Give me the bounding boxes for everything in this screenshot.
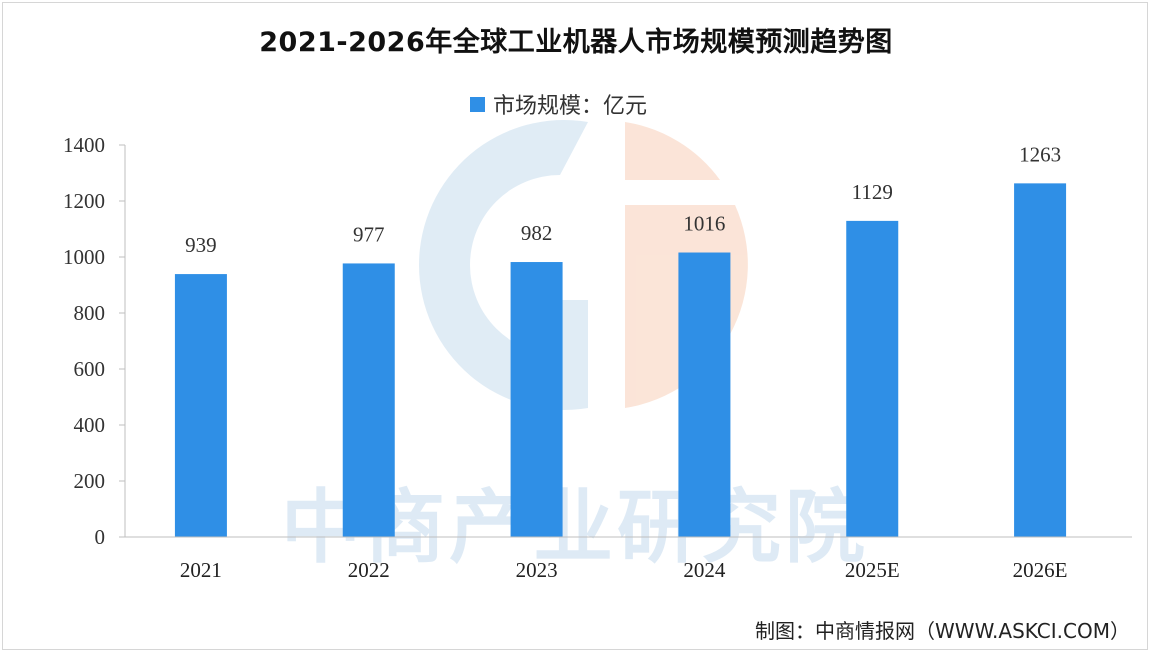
x-tick-label: 2021	[180, 558, 222, 582]
y-tick-label: 1000	[63, 245, 105, 269]
x-tick-label: 2022	[348, 558, 390, 582]
legend-swatch	[470, 96, 485, 112]
x-axis: 2021 2022 2023 2024 2025E 2026E	[125, 536, 1132, 582]
y-axis: 0 200 400 600 800 1000 1200 1400	[63, 133, 126, 549]
y-tick-label: 400	[74, 413, 106, 437]
data-label: 939	[185, 233, 217, 257]
x-tick-label: 2023	[516, 558, 558, 582]
y-tick-label: 1400	[63, 133, 105, 157]
bar	[174, 274, 227, 537]
data-label: 1263	[1019, 142, 1061, 166]
data-label: 982	[521, 221, 553, 245]
y-tick-label: 0	[95, 525, 106, 549]
legend-label: 市场规模：亿元	[493, 94, 648, 119]
bar	[846, 220, 899, 537]
y-tick-label: 200	[74, 469, 106, 493]
data-label: 1016	[683, 212, 725, 236]
data-label: 977	[353, 222, 385, 246]
data-label: 1129	[852, 180, 893, 204]
bar	[678, 252, 731, 537]
bar	[510, 262, 563, 537]
chart-legend: 市场规模：亿元	[470, 88, 647, 120]
chart-title: 2021-2026年全球工业机器人市场规模预测趋势图	[259, 27, 893, 58]
y-tick-label: 800	[74, 301, 106, 325]
bars-group: 939 977 982 1016 1129 1263	[174, 142, 1067, 538]
y-tick-label: 1200	[63, 189, 105, 213]
x-tick-label: 2024	[683, 558, 726, 582]
bar	[1014, 183, 1067, 538]
x-tick-label: 2026E	[1013, 558, 1068, 582]
bar	[342, 263, 395, 537]
y-tick-label: 600	[74, 357, 106, 381]
x-tick-label: 2025E	[845, 558, 900, 582]
source-note: 制图：中商情报网（WWW.ASKCI.COM）	[755, 619, 1130, 643]
